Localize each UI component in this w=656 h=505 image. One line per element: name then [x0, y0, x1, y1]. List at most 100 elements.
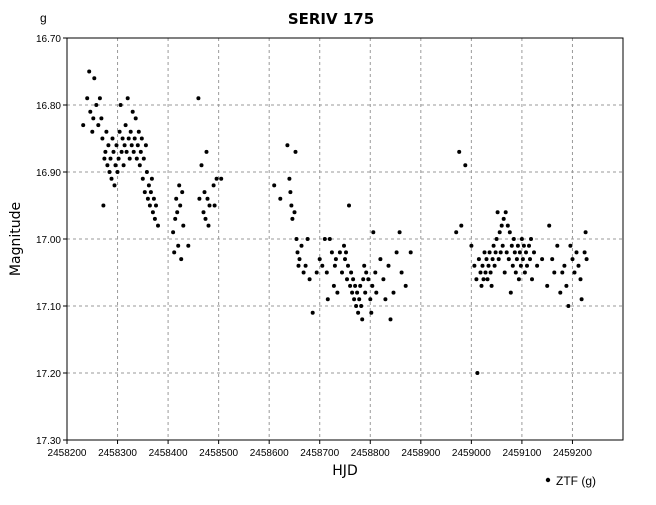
data-point — [550, 257, 555, 262]
data-point — [496, 257, 501, 262]
data-point — [568, 243, 573, 248]
data-point — [560, 270, 565, 275]
data-point — [518, 263, 523, 268]
data-point — [285, 143, 290, 148]
data-point — [493, 250, 498, 255]
data-point — [152, 216, 157, 221]
data-point — [509, 243, 514, 248]
x-axis-label: HJD — [332, 463, 357, 479]
data-point — [287, 176, 292, 181]
data-point — [175, 210, 180, 215]
data-point — [128, 129, 133, 134]
data-point — [151, 196, 156, 201]
data-point — [457, 149, 462, 154]
data-point — [510, 263, 515, 268]
data-point — [555, 243, 560, 248]
data-point — [344, 250, 348, 255]
data-point — [507, 230, 512, 235]
data-point — [322, 237, 327, 241]
data-point — [114, 143, 119, 148]
y-tick-label: 16.70 — [36, 34, 61, 45]
data-point — [564, 283, 569, 288]
data-point — [305, 237, 310, 241]
data-point — [369, 310, 374, 315]
data-point — [124, 149, 129, 154]
data-point — [317, 257, 322, 262]
data-point — [199, 163, 204, 168]
legend-marker — [545, 477, 551, 483]
data-point — [349, 270, 354, 275]
x-tick-label: 2458200 — [48, 448, 87, 459]
data-point — [381, 277, 386, 282]
data-point — [475, 371, 480, 375]
data-point — [214, 176, 219, 181]
data-point — [386, 263, 391, 268]
data-point — [97, 96, 102, 101]
data-point — [371, 230, 376, 235]
x-tick-label: 2458900 — [401, 448, 440, 459]
data-point — [180, 190, 185, 195]
data-point — [472, 263, 477, 268]
data-point — [481, 277, 486, 282]
data-point — [497, 230, 502, 235]
data-point — [212, 203, 217, 208]
y-axis-label: Magnitude — [8, 202, 24, 276]
data-point — [299, 243, 304, 248]
x-tick-label: 2459100 — [502, 448, 541, 459]
data-point — [511, 237, 516, 241]
data-point — [403, 283, 408, 288]
data-point — [521, 243, 526, 248]
data-point — [146, 183, 151, 188]
data-point — [142, 190, 147, 195]
data-point — [126, 136, 131, 141]
data-point — [399, 270, 404, 275]
data-point — [506, 257, 511, 262]
data-point — [177, 183, 182, 188]
data-point — [219, 176, 224, 181]
data-point — [105, 163, 110, 168]
data-point — [179, 257, 184, 262]
data-point — [129, 143, 134, 148]
data-point — [494, 237, 499, 241]
data-point — [469, 243, 474, 248]
data-point — [516, 277, 521, 282]
data-point — [132, 136, 137, 141]
data-point — [120, 136, 125, 141]
x-tick-label: 2458600 — [250, 448, 289, 459]
data-point — [203, 216, 208, 221]
data-point — [532, 250, 536, 255]
data-point — [503, 210, 508, 215]
data-point — [121, 163, 126, 168]
data-point — [202, 190, 207, 195]
data-point — [492, 263, 497, 268]
y-tick-label: 17.20 — [36, 369, 61, 380]
data-point — [154, 203, 158, 208]
data-point — [522, 270, 527, 275]
x-tick-label: 2458500 — [199, 448, 238, 459]
data-point — [397, 230, 402, 235]
data-point — [331, 283, 336, 288]
data-point — [525, 263, 529, 268]
data-point — [374, 290, 379, 295]
data-point — [348, 283, 353, 288]
data-point — [104, 129, 109, 134]
data-point — [391, 290, 396, 295]
data-point — [125, 96, 130, 101]
data-point — [345, 277, 349, 282]
data-point — [112, 183, 117, 188]
data-points — [81, 69, 589, 375]
data-point — [144, 170, 149, 174]
data-point — [529, 237, 533, 241]
data-point — [314, 270, 319, 275]
data-point — [197, 196, 202, 201]
data-point — [139, 136, 144, 141]
y-tick-label: 16.80 — [36, 101, 61, 112]
data-point — [370, 283, 375, 288]
data-point — [483, 270, 488, 275]
data-point — [576, 263, 581, 268]
data-point — [486, 263, 491, 268]
data-point — [513, 270, 518, 275]
data-point — [527, 243, 531, 248]
data-point — [583, 230, 588, 235]
data-point — [582, 250, 587, 255]
